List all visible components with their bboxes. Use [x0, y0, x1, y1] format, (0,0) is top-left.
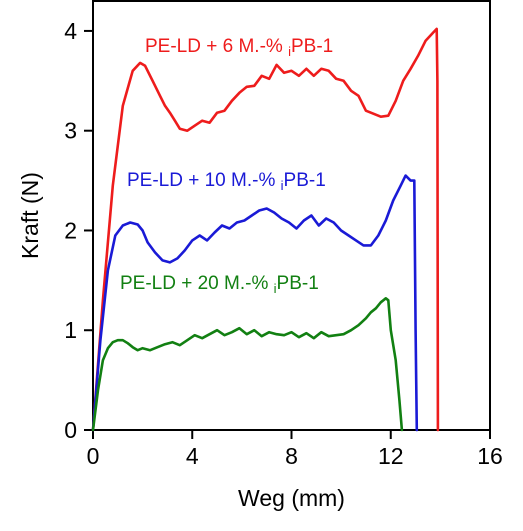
x-axis-title: Weg (mm) — [238, 485, 345, 511]
series-label-subscript: i — [274, 281, 277, 296]
y-tick-label: 3 — [64, 118, 77, 144]
plot-border — [92, 0, 491, 431]
series-label-2: PE-LD + 10 M.-% iPB-1 — [127, 170, 326, 193]
series-label-3: PE-LD + 20 M.-% iPB-1 — [120, 273, 319, 296]
x-tick-label: 12 — [378, 443, 404, 469]
series-label-suffix: PB-1 — [277, 273, 319, 294]
series-label-suffix: PB-1 — [291, 36, 333, 57]
y-axis-title: Kraft (N) — [17, 172, 43, 259]
plot-frame — [92, 0, 491, 431]
y-tick-label: 2 — [64, 217, 77, 243]
x-axis-ticks: 0 4 8 12 16 — [87, 430, 503, 469]
series-label-text: PE-LD + 10 M.-% — [127, 170, 281, 191]
series-labels: PE-LD + 6 M.-% iPB-1PE-LD + 10 M.-% iPB-… — [120, 36, 333, 296]
series-label-subscript: i — [281, 178, 284, 193]
x-tick-label: 8 — [285, 443, 298, 469]
x-tick-label: 0 — [87, 443, 100, 469]
y-tick-label: 0 — [64, 417, 77, 443]
series-group — [91, 27, 440, 432]
y-tick-label: 1 — [64, 317, 77, 343]
series-label-subscript: i — [288, 44, 291, 59]
series-label-text: PE-LD + 20 M.-% — [120, 273, 274, 294]
series-line-3 — [91, 296, 404, 432]
series-line-2 — [91, 174, 419, 432]
series-line-1 — [91, 27, 440, 432]
x-tick-label: 4 — [186, 443, 199, 469]
y-tick-label: 4 — [64, 18, 77, 44]
y-axis-ticks: 0 1 2 3 4 — [64, 18, 93, 443]
series-label-suffix: PB-1 — [284, 170, 326, 191]
x-tick-label: 16 — [477, 443, 503, 469]
series-label-text: PE-LD + 6 M.-% — [145, 36, 288, 57]
series-label-1: PE-LD + 6 M.-% iPB-1 — [145, 36, 333, 59]
